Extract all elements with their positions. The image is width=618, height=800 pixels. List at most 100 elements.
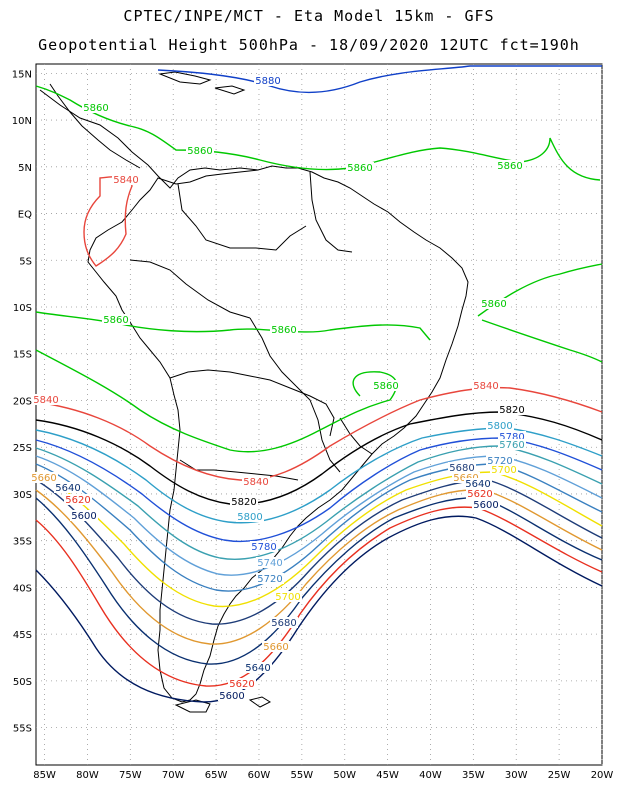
contour-label-bg bbox=[346, 162, 374, 173]
contour-label-bg bbox=[490, 464, 518, 475]
contour-label-5700: 5700 bbox=[275, 592, 300, 603]
contour-label-bg bbox=[218, 690, 246, 701]
contour-label-bg bbox=[102, 314, 130, 325]
contour-label-bg bbox=[270, 324, 298, 335]
contour-label-5660: 5660 bbox=[263, 642, 288, 653]
contour-label-bg bbox=[30, 472, 58, 483]
latitude-label: 55S bbox=[13, 724, 32, 735]
contour-label-5780: 5780 bbox=[499, 432, 524, 443]
contour-label-bg bbox=[54, 482, 82, 493]
contour-label-5740: 5740 bbox=[257, 558, 282, 569]
contour-label-bg bbox=[452, 472, 480, 483]
contour-label-bg bbox=[254, 75, 282, 86]
contour-label-5800: 5800 bbox=[237, 512, 262, 523]
latitude-label: 10N bbox=[12, 116, 32, 127]
contour-label-bg bbox=[70, 510, 98, 521]
latitude-label: 50S bbox=[13, 677, 32, 688]
contour-label-bg bbox=[498, 404, 526, 415]
contour-5880 bbox=[157, 65, 602, 94]
contour-5600 bbox=[35, 515, 603, 703]
contour-label-5840: 5840 bbox=[243, 477, 268, 488]
contour-label-5860: 5860 bbox=[347, 163, 372, 174]
longitude-label: 75W bbox=[119, 770, 142, 781]
contour-label-5860: 5860 bbox=[103, 315, 128, 326]
longitude-label: 55W bbox=[291, 770, 314, 781]
longitude-label: 30W bbox=[505, 770, 528, 781]
contour-label-bg bbox=[486, 455, 514, 466]
longitude-label: 20W bbox=[591, 770, 614, 781]
contour-label-5600: 5600 bbox=[219, 691, 244, 702]
longitude-label: 60W bbox=[248, 770, 271, 781]
contour-label-5800: 5800 bbox=[487, 421, 512, 432]
longitude-label: 85W bbox=[33, 770, 56, 781]
contour-label-bg bbox=[486, 420, 514, 431]
contour-label-bg bbox=[230, 496, 258, 507]
latitude-label: 5N bbox=[18, 163, 32, 174]
contour-label-5820: 5820 bbox=[231, 497, 256, 508]
contour-label-bg bbox=[256, 573, 284, 584]
contour-label-bg bbox=[498, 431, 526, 442]
longitude-label: 35W bbox=[462, 770, 485, 781]
latitude-label: 30S bbox=[13, 490, 32, 501]
contour-label-5840: 5840 bbox=[113, 175, 138, 186]
contour-label-bg bbox=[372, 380, 400, 391]
latitude-label: EQ bbox=[18, 210, 32, 221]
contour-label-bg bbox=[262, 641, 290, 652]
contour-label-bg bbox=[112, 174, 140, 185]
contour-label-bg bbox=[498, 439, 526, 450]
contour-label-bg bbox=[32, 394, 60, 405]
contour-5860-north bbox=[35, 85, 601, 181]
latitude-label: 40S bbox=[13, 583, 32, 594]
latitude-label: 10S bbox=[13, 303, 32, 314]
contour-5860-east2 bbox=[481, 319, 603, 363]
contour-label-bg bbox=[466, 488, 494, 499]
contour-label-5620: 5620 bbox=[65, 495, 90, 506]
longitude-tick-labels: 85W 80W 75W 70W 65W 60W 55W 50W 45W 40W 35W 30W 25W 2… bbox=[33, 770, 613, 781]
longitude-label: 65W bbox=[205, 770, 228, 781]
contour-label-5600: 5600 bbox=[473, 500, 498, 511]
contour-label-5660: 5660 bbox=[31, 473, 56, 484]
contour-label-bg bbox=[186, 145, 214, 156]
contour-label-5680: 5680 bbox=[271, 618, 296, 629]
contour-label-5700: 5700 bbox=[491, 465, 516, 476]
longitude-label: 45W bbox=[376, 770, 399, 781]
latitude-label: 25S bbox=[13, 443, 32, 454]
contour-label-5860: 5860 bbox=[187, 146, 212, 157]
contour-label-5720: 5720 bbox=[487, 456, 512, 467]
contour-label-bg bbox=[236, 511, 264, 522]
contour-label-bg bbox=[496, 160, 524, 171]
latitude-label: 45S bbox=[13, 630, 32, 641]
contour-label-5840: 5840 bbox=[473, 381, 498, 392]
contour-label-5720: 5720 bbox=[257, 574, 282, 585]
contour-5860-central bbox=[35, 311, 431, 341]
map-title-line2: Geopotential Height 500hPa - 18/09/2020 … bbox=[38, 36, 580, 54]
contour-5860-south bbox=[35, 349, 398, 453]
contour-label-5620: 5620 bbox=[467, 489, 492, 500]
contour-label-5680: 5680 bbox=[449, 463, 474, 474]
latitude-label: 15S bbox=[13, 350, 32, 361]
contour-label-bg bbox=[480, 298, 508, 309]
latitude-label: 35S bbox=[13, 537, 32, 548]
contour-label-5600: 5600 bbox=[71, 511, 96, 522]
longitude-label: 50W bbox=[333, 770, 356, 781]
contour-label-5860: 5860 bbox=[271, 325, 296, 336]
contour-label-5840: 5840 bbox=[33, 395, 58, 406]
contour-labels: 5880 5860 5860 5860 5860 5860 5860 5860 5860 5840… bbox=[30, 75, 526, 702]
contour-label-bg bbox=[242, 476, 270, 487]
contour-label-5640: 5640 bbox=[465, 479, 490, 490]
contour-label-bg bbox=[270, 617, 298, 628]
longitude-label: 70W bbox=[162, 770, 185, 781]
contour-label-bg bbox=[274, 591, 302, 602]
contour-label-bg bbox=[228, 678, 256, 689]
contour-label-bg bbox=[256, 557, 284, 568]
contour-label-bg bbox=[244, 662, 272, 673]
longitude-label: 40W bbox=[419, 770, 442, 781]
contour-label-bg bbox=[464, 478, 492, 489]
longitude-label: 25W bbox=[548, 770, 571, 781]
contour-label-5820: 5820 bbox=[499, 405, 524, 416]
contour-label-5780: 5780 bbox=[251, 542, 276, 553]
contour-label-5860: 5860 bbox=[83, 103, 108, 114]
contour-label-5860: 5860 bbox=[497, 161, 522, 172]
latitude-label: 5S bbox=[19, 256, 32, 267]
